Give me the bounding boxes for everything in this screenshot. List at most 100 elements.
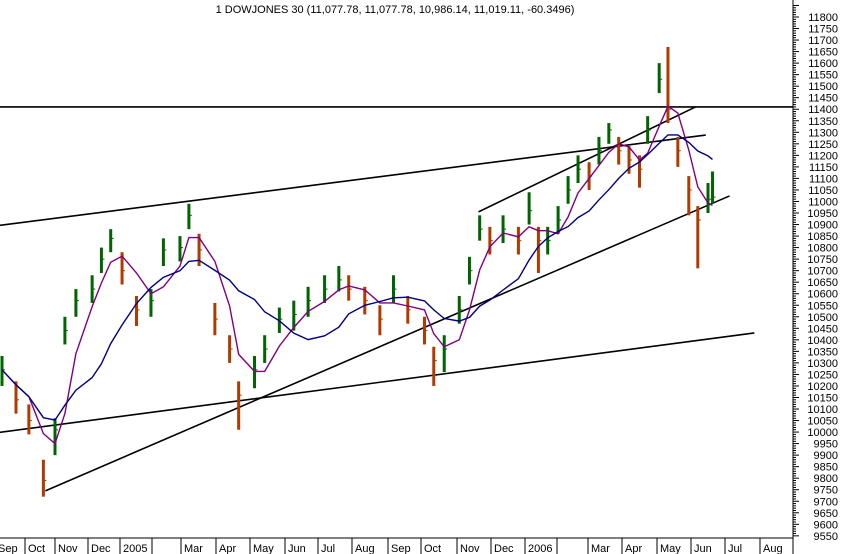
y-tick-label: 11350 xyxy=(808,116,838,128)
y-tick-label: 11800 xyxy=(808,12,838,24)
y-tick-label: 9650 xyxy=(814,508,838,520)
y-tick-label: 11700 xyxy=(808,35,838,47)
price-bar xyxy=(696,206,701,269)
y-tick-label: 10700 xyxy=(807,266,838,278)
price-bar xyxy=(607,123,612,144)
x-tick-label: Dec xyxy=(91,543,111,554)
x-tick-label: Oct xyxy=(424,543,441,554)
x-tick-label: Jul xyxy=(321,543,335,554)
price-bar xyxy=(527,192,533,225)
price-bar xyxy=(149,289,154,317)
y-tick-label: 11600 xyxy=(808,58,838,70)
y-tick-label: 10350 xyxy=(807,346,838,358)
y-tick-label: 10450 xyxy=(807,323,838,335)
x-tick-label: 2006 xyxy=(528,543,552,554)
price-bar xyxy=(442,335,448,373)
y-tick-label: 10200 xyxy=(807,381,838,393)
price-bar xyxy=(263,335,268,363)
y-tick-label: 11150 xyxy=(809,162,838,174)
price-bar xyxy=(197,233,203,267)
price-bar xyxy=(516,226,522,255)
y-tick-label: 10850 xyxy=(807,231,838,243)
y-tick-label: 11400 xyxy=(808,104,838,116)
price-bar xyxy=(638,155,643,188)
x-tick-label: May xyxy=(253,543,274,554)
moving-averages xyxy=(1,105,713,445)
trendlines xyxy=(0,106,793,492)
price-bar xyxy=(457,296,463,324)
price-bar xyxy=(597,136,602,165)
y-tick-label: 10250 xyxy=(807,369,838,381)
y-tick-label: 9950 xyxy=(814,439,838,451)
price-bar xyxy=(337,266,342,292)
price-bar xyxy=(27,404,32,435)
y-tick-label: 10650 xyxy=(807,277,838,289)
trendline xyxy=(0,332,755,434)
price-bar xyxy=(14,381,19,414)
y-tick-label: 9550 xyxy=(814,531,838,543)
y-tick-label: 10000 xyxy=(807,427,838,439)
y-tick-label: 9600 xyxy=(814,519,838,531)
price-bar xyxy=(657,63,663,94)
price-bar xyxy=(363,286,368,315)
x-tick-label: Dec xyxy=(494,543,514,554)
x-tick-label: Mar xyxy=(591,543,610,554)
x-tick-label: Jun xyxy=(288,543,306,554)
y-tick-label: 11300 xyxy=(808,127,838,139)
y-tick-label: 11200 xyxy=(808,150,838,162)
price-bar xyxy=(566,176,572,204)
price-bar xyxy=(488,226,493,255)
price-bar xyxy=(378,305,383,336)
price-bar xyxy=(706,183,711,214)
x-tick-label: Jun xyxy=(694,543,712,554)
price-bar xyxy=(187,203,192,230)
price-bar xyxy=(306,286,312,317)
x-tick-label: May xyxy=(660,543,681,554)
price-bar xyxy=(228,335,233,363)
price-bar xyxy=(556,206,562,234)
price-bar xyxy=(323,275,328,303)
price-bar xyxy=(178,236,183,262)
y-tick-label: 10800 xyxy=(807,243,838,255)
price-bar xyxy=(536,226,542,273)
x-tick-label: Aug xyxy=(763,543,783,554)
price-bar xyxy=(253,355,258,389)
price-bar xyxy=(646,116,651,144)
price-bar xyxy=(90,275,96,303)
y-tick-label: 9750 xyxy=(814,485,838,497)
y-tick-label: 11050 xyxy=(808,185,838,197)
moving-average-line xyxy=(1,105,713,445)
price-bar xyxy=(347,275,352,301)
price-bar xyxy=(666,46,671,124)
price-bar xyxy=(135,296,140,327)
trendline xyxy=(45,195,730,492)
y-tick-label: 10050 xyxy=(807,416,838,428)
y-tick-label: 9700 xyxy=(814,496,838,508)
price-bar xyxy=(292,300,297,331)
price-bar xyxy=(41,459,47,497)
x-tick-label: Sep xyxy=(391,543,411,554)
price-bar xyxy=(161,238,167,267)
y-tick-label: 11650 xyxy=(808,47,838,59)
x-tick-label: Sep xyxy=(0,543,18,554)
price-bar xyxy=(687,176,692,216)
price-bar xyxy=(74,289,79,317)
x-tick-label: Oct xyxy=(28,543,45,554)
y-tick-label: 10950 xyxy=(807,208,838,220)
price-bar xyxy=(501,215,507,243)
x-tick-label: Mar xyxy=(184,543,203,554)
x-axis: Sep Oct Nov Dec 2005 Mar Apr May Jun Jul Aug Sep Oct… xyxy=(0,537,793,554)
price-bar xyxy=(237,381,242,430)
price-bar xyxy=(617,136,622,165)
x-tick-label: Jul xyxy=(728,543,742,554)
y-tick-label: 11000 xyxy=(808,196,838,208)
y-tick-label: 10550 xyxy=(807,300,838,312)
x-tick-label: Nov xyxy=(58,543,78,554)
price-bar xyxy=(422,316,428,345)
price-bar xyxy=(711,171,716,204)
price-bar xyxy=(576,155,582,184)
price-bar xyxy=(546,226,551,255)
price-bar xyxy=(467,256,473,285)
y-axis: 1180011750117001165011600115501150011450… xyxy=(792,0,838,554)
